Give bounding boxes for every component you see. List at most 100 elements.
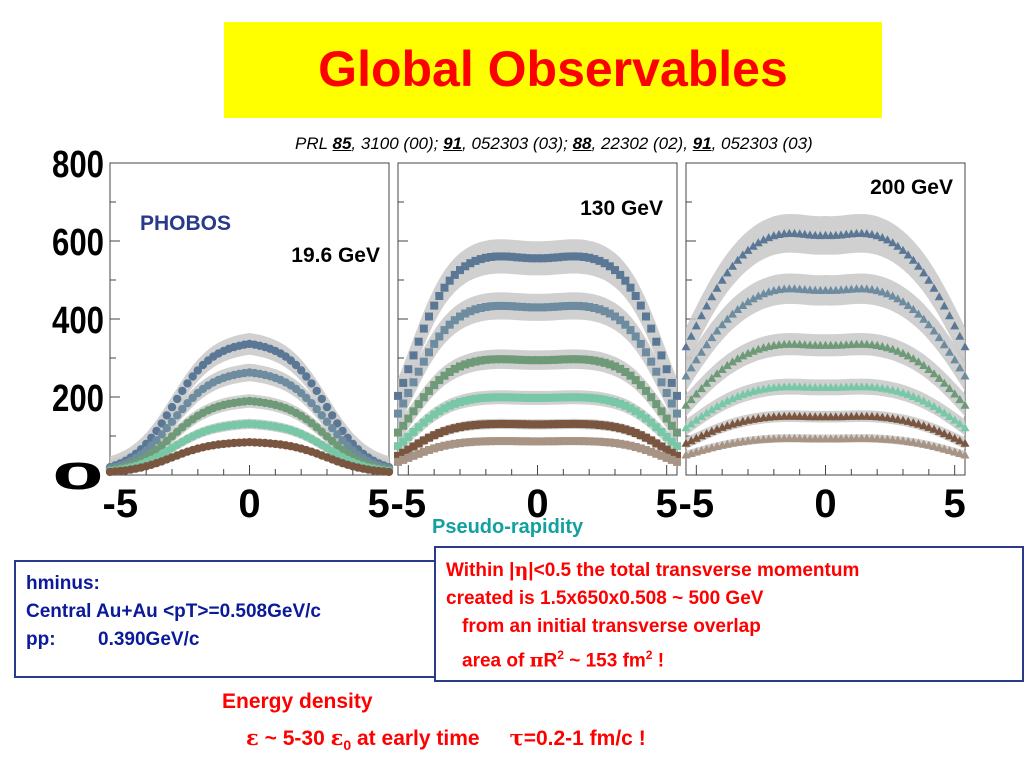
data-point xyxy=(595,421,604,429)
tm-line-4-r: R xyxy=(543,650,558,672)
data-point xyxy=(908,304,918,313)
early-time-text: at early time xyxy=(351,727,480,750)
data-point xyxy=(712,369,722,378)
data-point xyxy=(399,455,408,464)
data-point xyxy=(673,391,681,400)
data-point xyxy=(399,399,408,408)
data-point xyxy=(549,302,557,311)
data-point xyxy=(450,424,459,433)
data-point xyxy=(934,443,944,452)
data-point xyxy=(574,437,583,446)
x-tick-label: 5 xyxy=(368,482,390,526)
data-point xyxy=(507,355,516,364)
data-point xyxy=(590,356,599,365)
data-point xyxy=(733,255,743,264)
data-point xyxy=(898,245,908,254)
ref-page-4: , 052303 (03) xyxy=(711,134,813,153)
data-point xyxy=(616,439,625,448)
data-point xyxy=(636,444,645,453)
data-point xyxy=(471,256,480,265)
data-point xyxy=(691,321,701,330)
slide-title: Global Observables xyxy=(318,41,788,97)
data-point xyxy=(903,389,913,398)
data-point xyxy=(955,448,965,457)
data-point xyxy=(883,384,892,393)
data-point xyxy=(394,457,402,466)
data-point xyxy=(554,420,563,429)
data-point xyxy=(574,355,583,364)
data-point xyxy=(903,250,913,259)
data-point xyxy=(945,411,954,420)
data-point xyxy=(487,355,495,364)
ref-volume-3: 88 xyxy=(572,134,592,153)
data-point xyxy=(445,401,454,410)
data-point xyxy=(647,436,656,445)
data-point xyxy=(636,410,645,419)
tm-line-4: area of πR2 ~ 153 fm2 ! xyxy=(446,641,1012,675)
data-point xyxy=(717,275,727,284)
data-point xyxy=(559,393,568,402)
data-point xyxy=(611,423,619,432)
data-point xyxy=(399,378,408,387)
data-point xyxy=(702,408,712,417)
data-point xyxy=(569,419,578,428)
data-point xyxy=(167,417,177,426)
data-point xyxy=(707,292,717,301)
data-point xyxy=(626,283,635,292)
data-point xyxy=(914,394,923,403)
data-point xyxy=(471,437,480,446)
data-point xyxy=(681,371,691,380)
data-point xyxy=(722,360,732,369)
data-point xyxy=(616,270,625,279)
data-point xyxy=(549,393,557,402)
data-point xyxy=(621,368,630,376)
data-point xyxy=(523,437,532,446)
data-point xyxy=(523,393,532,402)
data-point xyxy=(626,441,635,450)
data-point xyxy=(616,399,625,408)
x-tick-label: 5 xyxy=(656,482,678,526)
data-point xyxy=(919,268,929,277)
data-point xyxy=(662,453,671,462)
data-point xyxy=(461,422,470,431)
data-point xyxy=(492,420,501,428)
data-point xyxy=(657,351,666,360)
data-point xyxy=(409,351,418,360)
data-point xyxy=(642,446,650,454)
data-point xyxy=(554,355,563,364)
data-point xyxy=(893,346,903,355)
data-point xyxy=(307,399,316,408)
data-point xyxy=(476,304,485,312)
data-point xyxy=(559,420,568,428)
data-point xyxy=(939,429,949,438)
data-point xyxy=(487,253,495,261)
data-point xyxy=(569,437,578,446)
pp-value: 0.390GeV/c xyxy=(98,629,200,650)
data-point xyxy=(717,364,727,373)
data-point xyxy=(934,333,944,342)
data-point xyxy=(307,379,316,388)
tm-line-2: created is 1.5x650x0.508 ~ 500 GeV xyxy=(446,588,764,609)
energy-density-line: ε ~ 5-30 ε0 at early time τ=0.2-1 fm/c ! xyxy=(246,725,646,753)
data-point xyxy=(538,437,547,446)
data-point xyxy=(939,408,949,417)
eta-symbol: η xyxy=(514,559,529,581)
data-point xyxy=(435,443,444,451)
data-point xyxy=(652,367,661,376)
data-point xyxy=(647,357,656,366)
ref-prefix: PRL xyxy=(295,134,333,153)
data-point xyxy=(414,367,423,376)
data-point xyxy=(414,400,423,409)
data-point xyxy=(652,449,661,458)
data-point xyxy=(631,376,640,385)
data-point xyxy=(471,421,480,429)
data-point xyxy=(487,437,495,446)
data-point xyxy=(605,396,614,405)
data-point xyxy=(939,444,949,453)
data-point xyxy=(414,423,423,432)
data-point xyxy=(914,357,923,366)
energy-label: 130 GeV xyxy=(580,197,663,220)
data-point xyxy=(759,235,768,244)
data-point xyxy=(872,340,882,349)
